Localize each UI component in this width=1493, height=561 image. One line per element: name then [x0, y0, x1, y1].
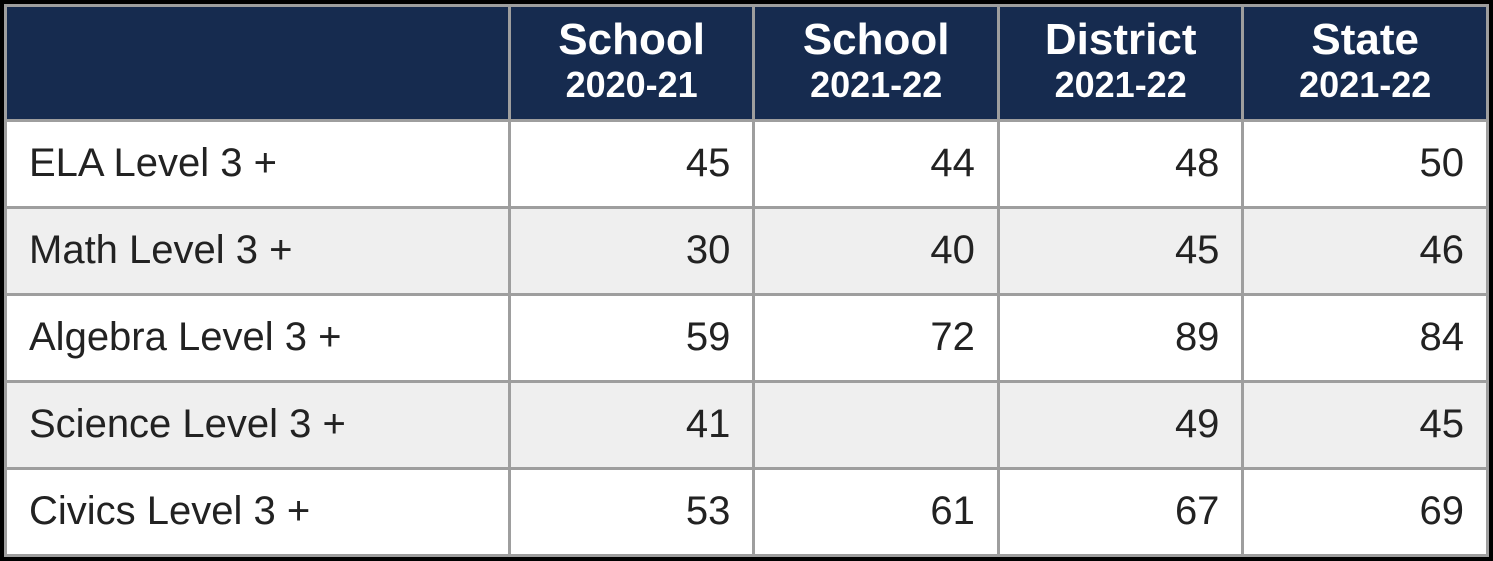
header-sub: 2020-21 [529, 65, 735, 105]
cell-value: 41 [509, 381, 754, 468]
table-row: Algebra Level 3 +59728984 [6, 294, 1488, 381]
header-title: School [529, 17, 735, 63]
cell-value: 72 [754, 294, 999, 381]
row-label: Civics Level 3 + [6, 468, 510, 555]
cell-value: 48 [998, 120, 1243, 207]
cell-value: 49 [998, 381, 1243, 468]
cell-value: 61 [754, 468, 999, 555]
cell-value: 30 [509, 207, 754, 294]
row-label: Science Level 3 + [6, 381, 510, 468]
table-row: Civics Level 3 +53616769 [6, 468, 1488, 555]
row-label: Algebra Level 3 + [6, 294, 510, 381]
header-district-2021-22: District 2021-22 [998, 6, 1243, 121]
cell-value: 46 [1243, 207, 1488, 294]
header-blank [6, 6, 510, 121]
header-sub: 2021-22 [773, 65, 979, 105]
cell-value: 69 [1243, 468, 1488, 555]
cell-value: 50 [1243, 120, 1488, 207]
cell-value: 44 [754, 120, 999, 207]
header-school-2020-21: School 2020-21 [509, 6, 754, 121]
header-state-2021-22: State 2021-22 [1243, 6, 1488, 121]
table-row: Science Level 3 +41 4945 [6, 381, 1488, 468]
performance-table-container: School 2020-21 School 2021-22 District 2… [0, 0, 1493, 561]
header-school-2021-22: School 2021-22 [754, 6, 999, 121]
cell-value: 59 [509, 294, 754, 381]
row-label: Math Level 3 + [6, 207, 510, 294]
header-sub: 2021-22 [1262, 65, 1468, 105]
cell-value [754, 381, 999, 468]
performance-table: School 2020-21 School 2021-22 District 2… [4, 4, 1489, 557]
cell-value: 67 [998, 468, 1243, 555]
header-title: State [1262, 17, 1468, 63]
table-row: Math Level 3 +30404546 [6, 207, 1488, 294]
cell-value: 89 [998, 294, 1243, 381]
header-sub: 2021-22 [1018, 65, 1224, 105]
table-row: ELA Level 3 +45444850 [6, 120, 1488, 207]
cell-value: 45 [1243, 381, 1488, 468]
cell-value: 40 [754, 207, 999, 294]
header-title: School [773, 17, 979, 63]
cell-value: 84 [1243, 294, 1488, 381]
cell-value: 53 [509, 468, 754, 555]
table-body: ELA Level 3 +45444850Math Level 3 +30404… [6, 120, 1488, 555]
header-title: District [1018, 17, 1224, 63]
cell-value: 45 [509, 120, 754, 207]
cell-value: 45 [998, 207, 1243, 294]
header-row: School 2020-21 School 2021-22 District 2… [6, 6, 1488, 121]
row-label: ELA Level 3 + [6, 120, 510, 207]
